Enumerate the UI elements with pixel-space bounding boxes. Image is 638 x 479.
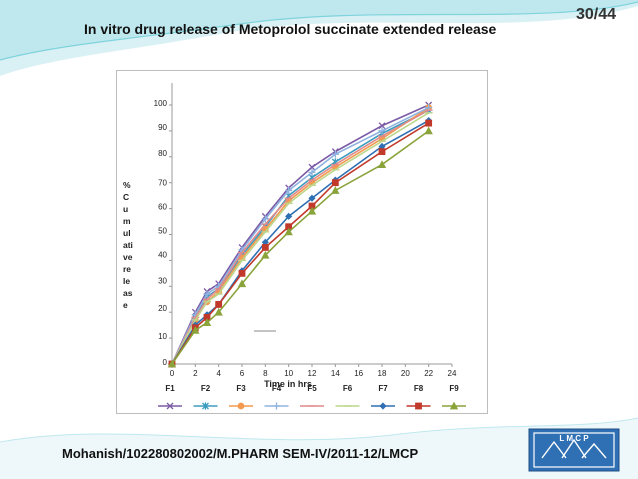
legend-label: F7 [378,384,388,393]
y-tick-label: 30 [158,276,167,285]
data-point-f9 [261,250,270,259]
slide-title: In vitro drug release of Metoprolol succ… [84,21,497,37]
legend-marker-f3 [237,402,245,410]
legend-marker-f1 [166,402,174,410]
x-tick-label: 18 [378,369,387,378]
legend-marker-f4 [272,402,281,410]
y-axis-label-part: u [123,204,128,214]
series-line-f7 [171,119,430,365]
series-line-f9 [171,130,430,365]
y-axis-label-part: % [123,180,131,190]
page-number: 30/44 [575,6,616,23]
data-point-f9 [202,318,212,326]
lmcp-logo: L M C P [528,428,620,472]
x-tick-label: 6 [240,369,245,378]
y-tick-label: 50 [158,227,167,236]
data-point-f1 [378,122,386,130]
legend-label: F1 [165,384,175,393]
data-point-f8 [331,179,339,187]
legend-marker-f8 [415,402,422,410]
legend-marker-f2 [202,402,209,410]
x-tick-label: 20 [401,369,410,378]
y-tick-label: 70 [158,179,167,188]
data-point-f7 [285,212,293,220]
data-point-f9 [191,325,200,334]
legend-label: F3 [236,384,246,393]
y-axis-label-part: ati [123,240,133,250]
data-point-f9 [377,160,387,168]
x-tick-label: 14 [331,369,340,378]
data-point-f9 [167,359,177,368]
x-tick-label: 8 [263,369,268,378]
legend-marker-f9 [449,401,459,410]
data-point-f4 [261,215,269,223]
data-point-f8 [378,148,386,156]
x-tick-label: 10 [284,369,293,378]
legend-label: F6 [343,384,353,393]
y-axis-label-part: as [123,288,133,298]
y-tick-label: 90 [158,123,167,132]
y-tick-label: 100 [154,99,168,108]
y-axis-label-part: m [123,216,131,226]
y-tick-label: 80 [158,149,167,158]
x-tick-label: 4 [216,369,221,378]
legend-marker-f7 [379,402,387,410]
y-tick-label: 0 [163,358,168,367]
y-axis-label-part: ve [123,252,133,262]
series-line-f6 [171,112,430,365]
data-point-f9 [214,307,223,316]
legend-label: F2 [201,384,211,393]
logo-lettering: L M C P [559,434,589,443]
data-point-f9 [237,279,247,288]
data-point-f4 [378,127,386,135]
x-tick-label: 12 [308,369,317,378]
data-point-f9 [284,227,293,236]
y-tick-label: 60 [158,203,167,212]
x-tick-label: 16 [354,369,363,378]
x-tick-label: 2 [193,369,198,378]
data-point-f9 [424,126,433,135]
legend-label: F9 [449,384,459,393]
data-point-f8 [215,301,223,308]
data-point-f9 [331,186,340,194]
y-axis-label-part: le [123,276,130,286]
legend-label: F4 [272,384,282,393]
data-point-f8 [425,119,433,127]
data-point-f4 [203,290,211,298]
x-tick-label: 0 [170,369,175,378]
data-point-f8 [261,244,269,251]
legend-label: F8 [414,384,424,393]
x-tick-label: 22 [424,369,433,378]
y-tick-label: 10 [158,332,167,341]
top-wave-decoration [0,0,638,76]
y-axis-label-part: re [123,264,131,274]
y-axis-label-part: C [123,192,129,202]
x-tick-label: 24 [448,369,457,378]
legend-label: F5 [307,384,317,393]
x-axis-label: Time in hrs [264,379,312,389]
data-point-f4 [285,186,293,195]
data-point-f8 [238,269,246,277]
data-point-f9 [307,206,317,215]
data-point-f4 [331,150,339,158]
y-tick-label: 40 [158,250,167,259]
data-point-f7 [308,194,316,202]
y-axis-label-part: e [123,300,128,310]
data-point-f4 [308,168,316,176]
data-point-f1 [308,163,316,171]
y-axis-label-part: ul [123,228,131,238]
y-tick-label: 20 [158,304,167,313]
bottom-wave-decoration [0,417,638,479]
footer-text: Mohanish/10228080​2002/M.PHARM SEM-IV/20… [62,446,419,461]
